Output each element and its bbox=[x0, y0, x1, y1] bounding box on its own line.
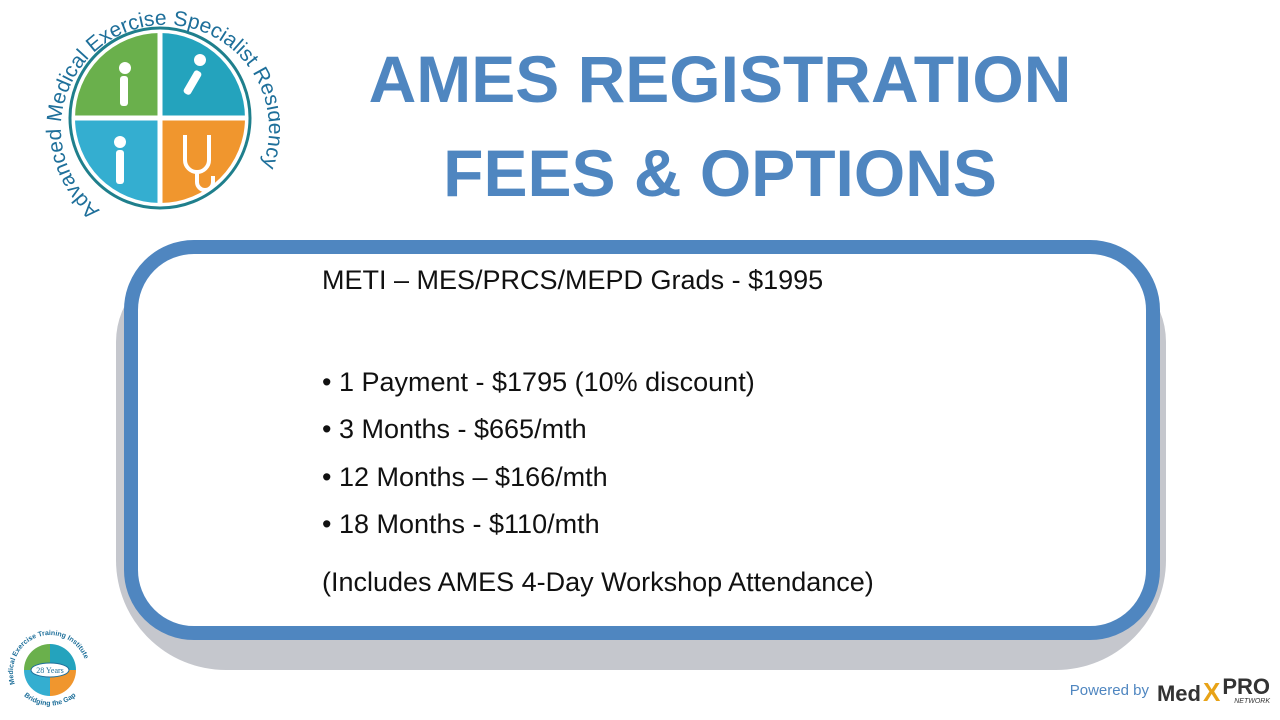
option-item: • 1 Payment - $1795 (10% discount) bbox=[322, 367, 755, 397]
content-note: (Includes AMES 4-Day Workshop Attendance… bbox=[322, 567, 874, 597]
title-line-1: AMES REGISTRATION bbox=[368, 42, 1072, 116]
content-box bbox=[124, 240, 1160, 640]
brand-x: X bbox=[1202, 677, 1221, 707]
brand-med: Med bbox=[1156, 681, 1201, 706]
exercise-figures-icon bbox=[114, 54, 206, 184]
option-item: • 12 Months – $166/mth bbox=[322, 462, 608, 492]
meti-years-text: 28 Years bbox=[36, 666, 64, 675]
brand-network: NETWORK bbox=[1234, 698, 1270, 705]
option-item: • 3 Months - $665/mth bbox=[322, 414, 587, 444]
powered-by-text: Powered by bbox=[1069, 682, 1149, 699]
option-item: • 18 Months - $110/mth bbox=[322, 509, 600, 539]
content-heading: METI – MES/PRCS/MEPD Grads - $1995 bbox=[322, 265, 824, 295]
title-line-2: FEES & OPTIONS bbox=[443, 136, 997, 210]
meti-logo: 28 Years Medical Exercise Training Insti… bbox=[8, 630, 89, 708]
ames-logo: Advanced Medical Exercise Specialist Res… bbox=[43, 7, 280, 224]
brand-pro: PRO bbox=[1222, 674, 1270, 699]
medxpro-logo: Powered by Med X PRO NETWORK bbox=[1069, 674, 1270, 707]
stethoscope-icon bbox=[183, 135, 215, 192]
